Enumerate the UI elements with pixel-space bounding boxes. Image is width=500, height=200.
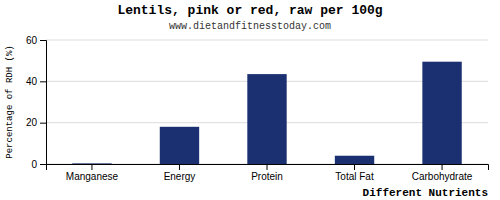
x-tick-mark [91, 164, 92, 170]
y-tick: 60 [26, 35, 46, 46]
y-tick-mark [40, 81, 46, 82]
y-tick-mark [40, 164, 46, 165]
y-tick-label: 40 [26, 76, 38, 87]
y-tick: 0 [31, 159, 46, 170]
title: Lentils, pink or red, raw per 100g [117, 3, 382, 18]
subtitle: www.dietandfitnesstoday.com [169, 21, 331, 32]
y-tick-label: 60 [26, 35, 38, 46]
bar [247, 74, 286, 164]
x-tick-label: Total Fat [335, 171, 374, 182]
x-tick-mark [354, 164, 355, 170]
x-tick: Energy [164, 164, 196, 182]
x-axis: Manganese Energy Protein Total Fat Carbohydr… [47, 164, 489, 182]
y-tick: 40 [26, 76, 46, 87]
x-tick-label: Protein [251, 171, 283, 182]
x-tick: Protein [251, 164, 283, 182]
x-tick: Carbohydrate [412, 164, 473, 182]
bar [422, 62, 461, 164]
x-tick-mark [267, 164, 268, 170]
grid [46, 40, 488, 164]
x-tick-mark [179, 164, 180, 170]
y-tick-mark [40, 123, 46, 124]
bar [160, 127, 199, 164]
x-tick: Manganese [66, 164, 119, 182]
y-tick-label: 0 [31, 159, 37, 170]
y-tick-mark [40, 40, 46, 41]
x-tick-label: Energy [164, 171, 196, 182]
chart: Lentils, pink or red, raw per 100g www.di… [0, 0, 500, 200]
x-axis-line [47, 165, 489, 171]
y-axis-line [40, 41, 47, 165]
y-axis: 0 20 40 60 [26, 35, 47, 170]
x-tick-mark [442, 164, 443, 170]
y-tick: 20 [26, 117, 46, 128]
x-tick-label: Manganese [66, 171, 119, 182]
x-tick: Total Fat [335, 164, 374, 182]
x-axis-title: Different Nutrients [363, 187, 488, 199]
plot: Manganese Energy Protein Total Fat Carbohydr… [5, 35, 489, 199]
y-tick-label: 20 [26, 117, 38, 128]
y-axis-title: Percentage of RDH (%) [5, 45, 15, 158]
bars [72, 62, 461, 164]
grid-line [46, 40, 488, 41]
bar [335, 156, 374, 164]
bar [72, 163, 111, 164]
x-tick-label: Carbohydrate [412, 171, 473, 182]
